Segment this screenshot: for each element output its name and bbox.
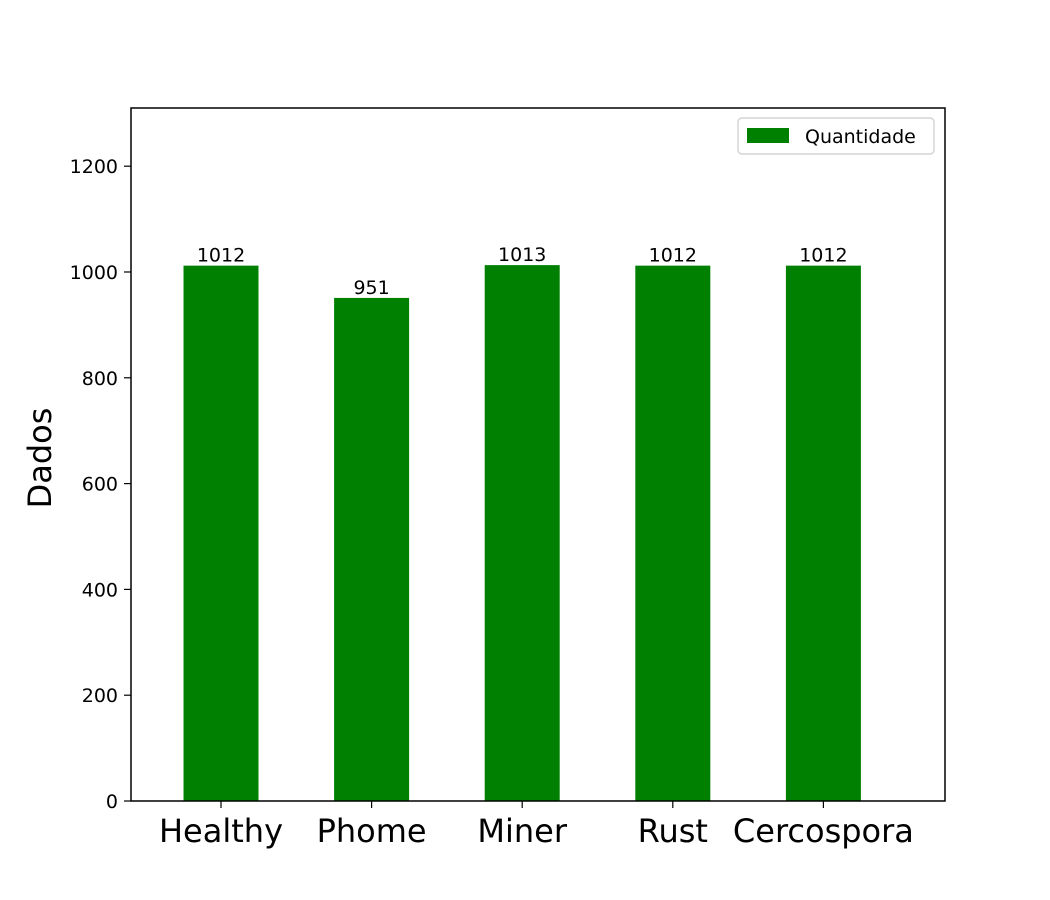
y-tick-label: 0 <box>106 791 118 813</box>
y-tick-label: 600 <box>82 474 118 496</box>
bar-miner <box>484 265 560 801</box>
y-tick-label: 200 <box>82 685 118 707</box>
y-tick-label: 1000 <box>70 262 118 284</box>
data-label-miner: 1013 <box>498 244 546 266</box>
legend-label: Quantidade <box>805 126 916 148</box>
data-label-healthy: 1012 <box>197 245 245 267</box>
x-axis-ticks: Healthy Phome Miner Rust Cercospora <box>159 801 914 850</box>
y-axis-label: Dados <box>21 408 59 509</box>
x-tick-label-healthy: Healthy <box>159 812 283 850</box>
y-axis-ticks: 0 200 400 600 800 1000 1200 <box>70 156 131 813</box>
bar-cercospora <box>785 265 861 801</box>
y-tick-label: 1200 <box>70 156 118 178</box>
legend-box <box>737 117 935 155</box>
data-label-rust: 1012 <box>649 245 697 267</box>
x-tick-label-miner: Miner <box>477 812 567 850</box>
bar-healthy <box>183 265 259 801</box>
bar-rust <box>635 265 711 801</box>
x-tick-label-phome: Phome <box>317 812 427 850</box>
x-tick-label-cercospora: Cercospora <box>733 812 914 850</box>
x-tick-label-rust: Rust <box>638 812 708 850</box>
bars-group <box>183 265 861 801</box>
data-labels-group: 1012 951 1013 1012 1012 <box>197 244 848 299</box>
data-label-phome: 951 <box>353 277 389 299</box>
legend-swatch <box>747 128 789 143</box>
plot-frame <box>130 107 946 802</box>
data-label-cercospora: 1012 <box>799 245 847 267</box>
y-tick-label: 400 <box>82 579 118 601</box>
bar-phome <box>334 297 410 801</box>
y-tick-label: 800 <box>82 368 118 390</box>
legend: Quantidade <box>737 117 935 155</box>
